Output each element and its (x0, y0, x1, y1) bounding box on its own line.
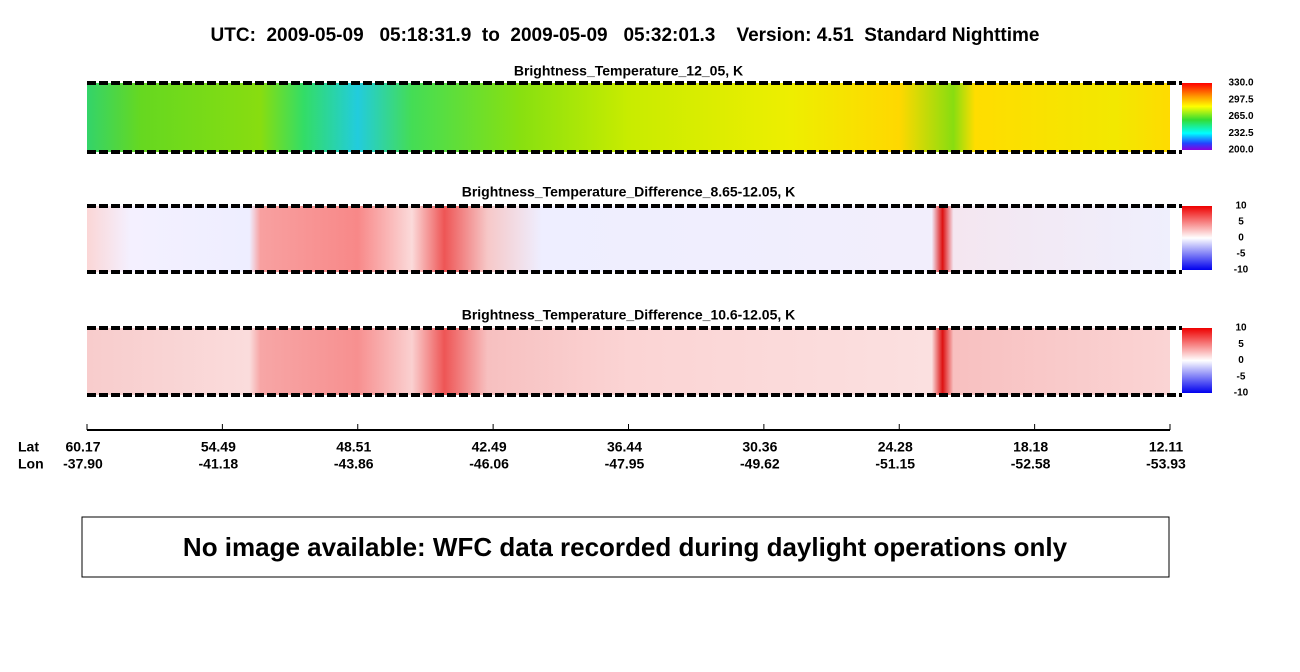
lat-tick-label: 60.17 (65, 439, 100, 455)
colorbar-tick-label: 10 (1235, 323, 1247, 334)
lon-label: Lon (18, 456, 44, 472)
lat-tick-label: 36.44 (607, 439, 642, 455)
colorbar-tick-label: 5 (1238, 217, 1244, 228)
lat-tick-label: 12.11 (1149, 439, 1183, 455)
colorbar-tick-label: -10 (1234, 265, 1249, 276)
lat-label: Lat (18, 439, 39, 455)
colorbar-tick-label: 0 (1238, 233, 1244, 244)
lat-tick-label: 18.18 (1013, 439, 1048, 455)
colorbar-tick-label: -5 (1237, 371, 1246, 382)
colorbar (1182, 328, 1212, 393)
lat-tick-label: 42.49 (472, 439, 507, 455)
lon-tick-label: -47.95 (605, 456, 645, 472)
colorbar-tick-label: 232.5 (1228, 128, 1253, 139)
panel-title: Brightness_Temperature_Difference_8.65-1… (462, 184, 796, 200)
lon-tick-label: -41.18 (199, 456, 239, 472)
title: UTC: 2009-05-09 05:18:31.9 to 2009-05-09… (211, 25, 1040, 46)
lon-tick-label: -37.90 (63, 456, 103, 472)
lat-tick-label: 54.49 (201, 439, 236, 455)
colorbar (1182, 83, 1212, 150)
image-strip (87, 83, 1170, 152)
colorbar-tick-label: 330.0 (1228, 78, 1253, 89)
colorbar-tick-label: 10 (1235, 201, 1247, 212)
lon-tick-label: -43.86 (334, 456, 374, 472)
lon-tick-label: -46.06 (469, 456, 509, 472)
colorbar-tick-label: 5 (1238, 339, 1244, 350)
lon-tick-label: -49.62 (740, 456, 780, 472)
panel-title: Brightness_Temperature_Difference_10.6-1… (462, 307, 796, 323)
colorbar-tick-label: 265.0 (1228, 111, 1253, 122)
colorbar-tick-label: -5 (1237, 249, 1246, 260)
colorbar (1182, 206, 1212, 270)
lon-tick-label: -52.58 (1011, 456, 1051, 472)
colorbar-tick-label: 0 (1238, 355, 1244, 366)
panel-title: Brightness_Temperature_12_05, K (514, 63, 743, 79)
image-strip (87, 206, 1170, 272)
image-strip (87, 328, 1170, 395)
message: No image available: WFC data recorded du… (183, 532, 1068, 562)
lon-tick-label: -53.93 (1146, 456, 1186, 472)
lat-tick-label: 30.36 (742, 439, 777, 455)
colorbar-tick-label: 297.5 (1228, 94, 1253, 105)
lat-tick-label: 48.51 (336, 439, 371, 455)
lon-tick-label: -51.15 (875, 456, 915, 472)
colorbar-tick-label: -10 (1234, 388, 1249, 399)
message-box (81, 516, 1170, 578)
lat-tick-label: 24.28 (878, 439, 913, 455)
colorbar-tick-label: 200.0 (1228, 145, 1253, 156)
